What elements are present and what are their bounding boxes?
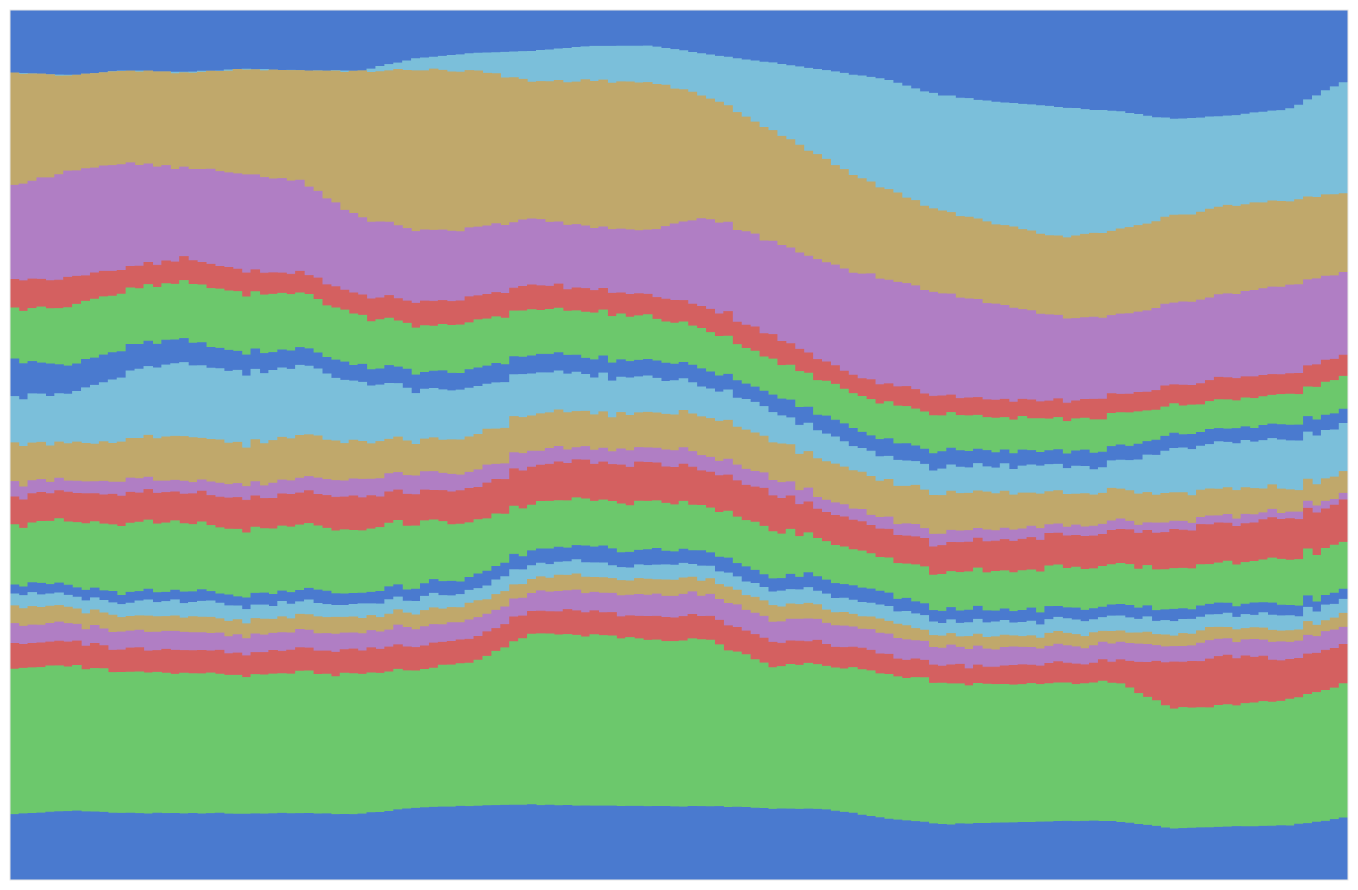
stream-layers <box>9 9 1349 881</box>
plot-border <box>9 9 1349 881</box>
